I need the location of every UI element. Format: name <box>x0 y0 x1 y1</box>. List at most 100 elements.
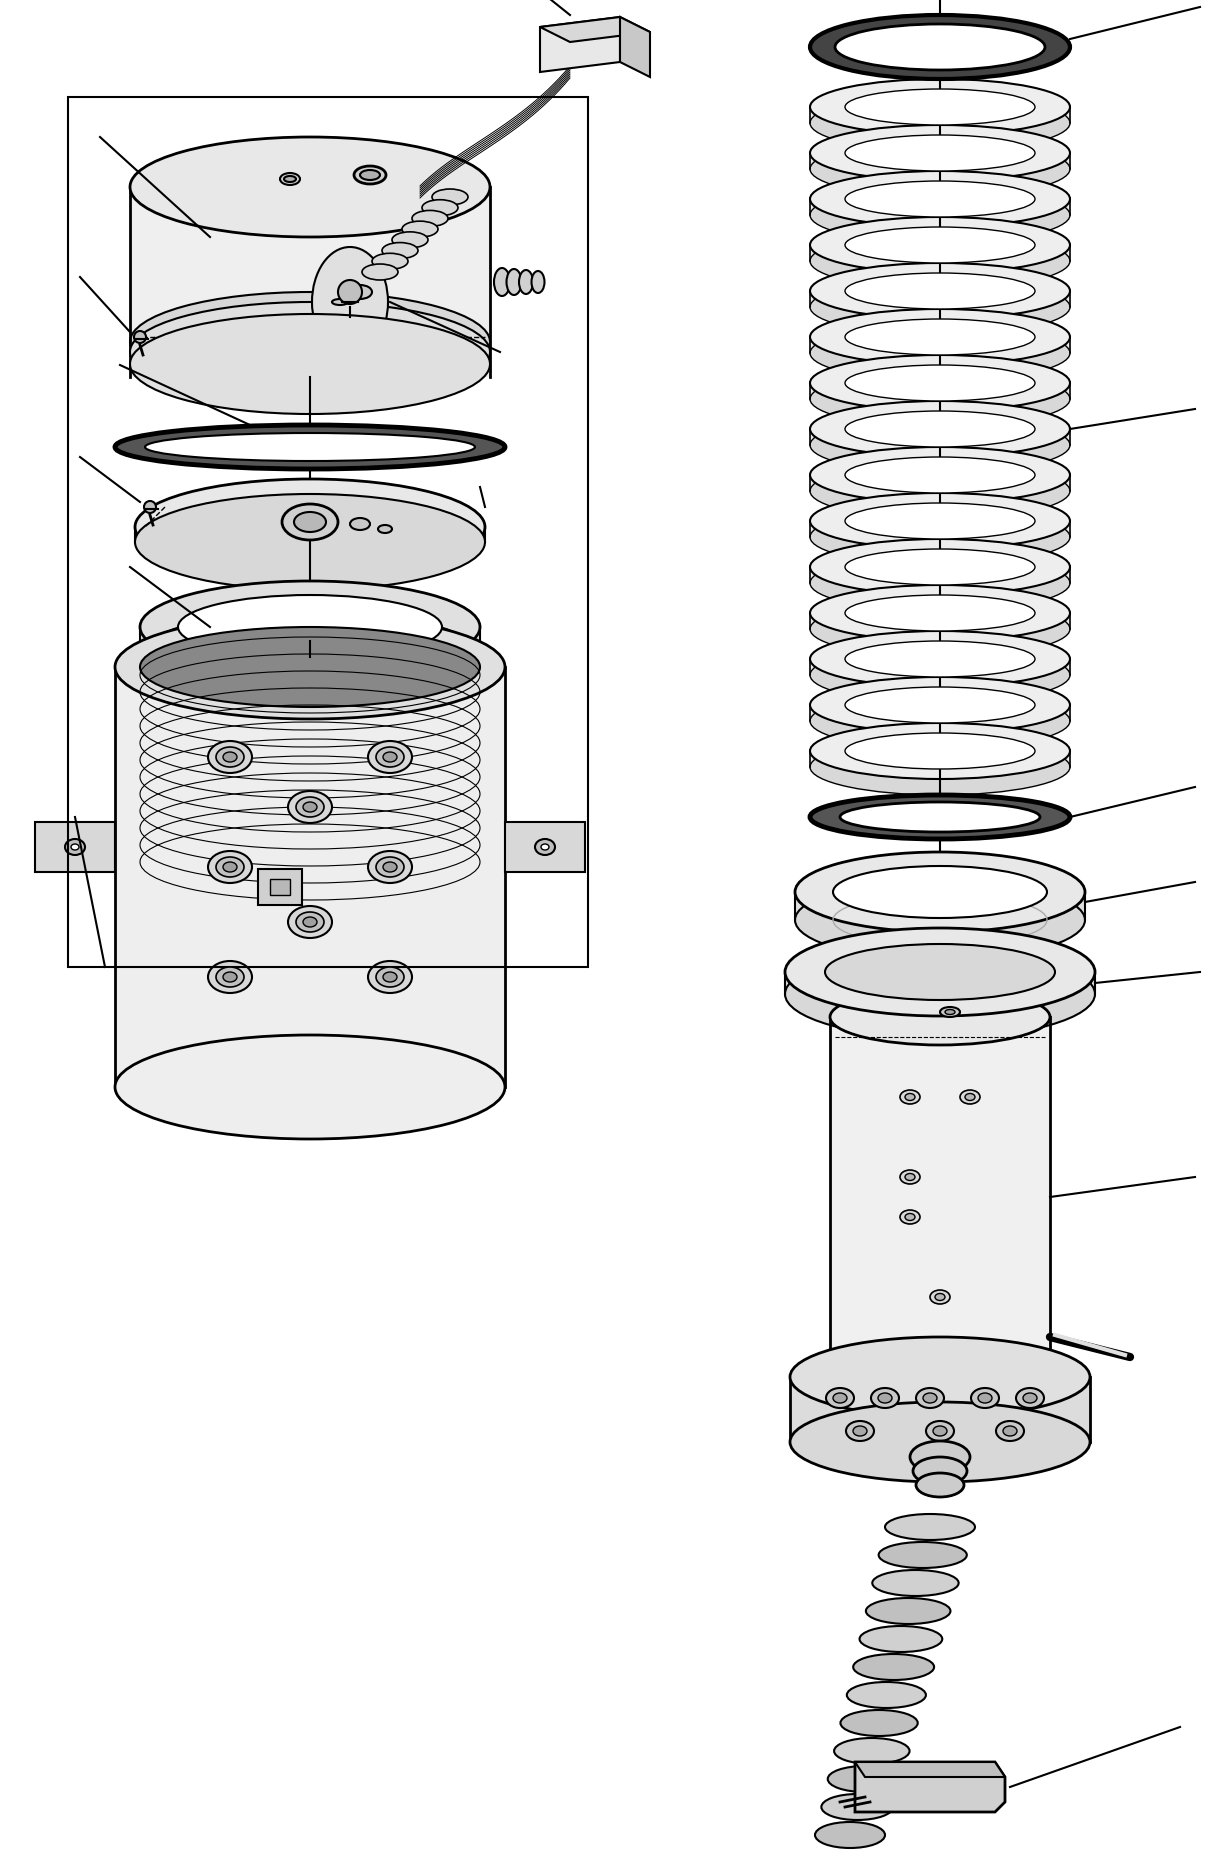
Ellipse shape <box>810 446 1070 502</box>
Ellipse shape <box>340 291 360 302</box>
Ellipse shape <box>853 1426 867 1436</box>
Ellipse shape <box>971 1387 999 1408</box>
Ellipse shape <box>432 189 468 205</box>
Ellipse shape <box>354 166 386 185</box>
Ellipse shape <box>810 217 1070 273</box>
Ellipse shape <box>834 866 1047 919</box>
Ellipse shape <box>284 175 296 181</box>
Ellipse shape <box>294 512 326 532</box>
Ellipse shape <box>362 263 398 280</box>
Ellipse shape <box>900 1171 920 1184</box>
Ellipse shape <box>350 517 370 530</box>
Polygon shape <box>810 338 1070 353</box>
Ellipse shape <box>378 525 392 532</box>
Ellipse shape <box>133 330 146 344</box>
Polygon shape <box>140 627 480 657</box>
Ellipse shape <box>810 795 1070 838</box>
Ellipse shape <box>368 962 412 993</box>
Ellipse shape <box>810 325 1070 381</box>
Ellipse shape <box>871 1387 898 1408</box>
Polygon shape <box>540 17 650 41</box>
Polygon shape <box>856 1762 1005 1813</box>
Ellipse shape <box>531 271 545 293</box>
Ellipse shape <box>208 741 252 773</box>
Ellipse shape <box>845 640 1036 678</box>
Ellipse shape <box>130 302 490 401</box>
Polygon shape <box>789 1378 1091 1441</box>
Polygon shape <box>130 187 490 377</box>
Ellipse shape <box>845 228 1036 263</box>
Ellipse shape <box>810 648 1070 704</box>
Ellipse shape <box>845 273 1036 310</box>
Ellipse shape <box>815 1822 885 1848</box>
Ellipse shape <box>885 1514 976 1540</box>
Ellipse shape <box>827 1766 901 1792</box>
Ellipse shape <box>332 299 348 304</box>
Ellipse shape <box>304 803 317 812</box>
Ellipse shape <box>383 863 397 872</box>
Polygon shape <box>810 429 1070 444</box>
Ellipse shape <box>1016 1387 1044 1408</box>
Ellipse shape <box>296 911 324 932</box>
Ellipse shape <box>1002 1426 1017 1436</box>
Ellipse shape <box>144 500 155 513</box>
Ellipse shape <box>135 480 485 575</box>
Ellipse shape <box>810 125 1070 181</box>
Ellipse shape <box>810 693 1070 749</box>
Polygon shape <box>810 706 1070 721</box>
Ellipse shape <box>810 372 1070 428</box>
Ellipse shape <box>845 549 1036 584</box>
Ellipse shape <box>296 797 324 818</box>
Ellipse shape <box>785 950 1095 1038</box>
Ellipse shape <box>376 747 404 767</box>
Ellipse shape <box>810 278 1070 334</box>
Ellipse shape <box>383 973 397 982</box>
Ellipse shape <box>383 752 397 762</box>
Ellipse shape <box>810 355 1070 411</box>
Ellipse shape <box>841 1710 918 1736</box>
Ellipse shape <box>1023 1393 1037 1402</box>
Ellipse shape <box>810 416 1070 472</box>
Bar <box>258 868 302 905</box>
Ellipse shape <box>978 1393 991 1402</box>
Ellipse shape <box>507 269 521 295</box>
Ellipse shape <box>215 967 244 988</box>
Ellipse shape <box>810 678 1070 734</box>
Ellipse shape <box>965 1094 976 1100</box>
Ellipse shape <box>821 1794 894 1820</box>
Ellipse shape <box>810 584 1070 640</box>
Ellipse shape <box>878 1393 892 1402</box>
Polygon shape <box>810 568 1070 583</box>
Ellipse shape <box>845 134 1036 172</box>
Ellipse shape <box>845 596 1036 631</box>
Ellipse shape <box>223 863 237 872</box>
Polygon shape <box>35 821 115 872</box>
Ellipse shape <box>810 15 1070 78</box>
Ellipse shape <box>208 851 252 883</box>
Ellipse shape <box>810 310 1070 366</box>
Ellipse shape <box>840 803 1040 833</box>
Ellipse shape <box>789 1337 1091 1417</box>
Ellipse shape <box>873 1570 958 1596</box>
Ellipse shape <box>960 1090 980 1103</box>
Ellipse shape <box>177 596 442 659</box>
Ellipse shape <box>810 739 1070 795</box>
Polygon shape <box>810 612 1070 629</box>
Ellipse shape <box>130 136 490 237</box>
Polygon shape <box>785 973 1095 993</box>
Ellipse shape <box>913 1456 967 1484</box>
Ellipse shape <box>348 286 372 299</box>
Ellipse shape <box>312 246 388 357</box>
Polygon shape <box>135 526 485 541</box>
Ellipse shape <box>810 631 1070 687</box>
Ellipse shape <box>810 463 1070 519</box>
Ellipse shape <box>541 844 550 849</box>
Ellipse shape <box>810 401 1070 457</box>
Ellipse shape <box>223 752 237 762</box>
Ellipse shape <box>845 457 1036 493</box>
Ellipse shape <box>933 1426 947 1436</box>
Ellipse shape <box>422 200 458 217</box>
Ellipse shape <box>810 723 1070 779</box>
Ellipse shape <box>223 973 237 982</box>
Polygon shape <box>810 751 1070 767</box>
